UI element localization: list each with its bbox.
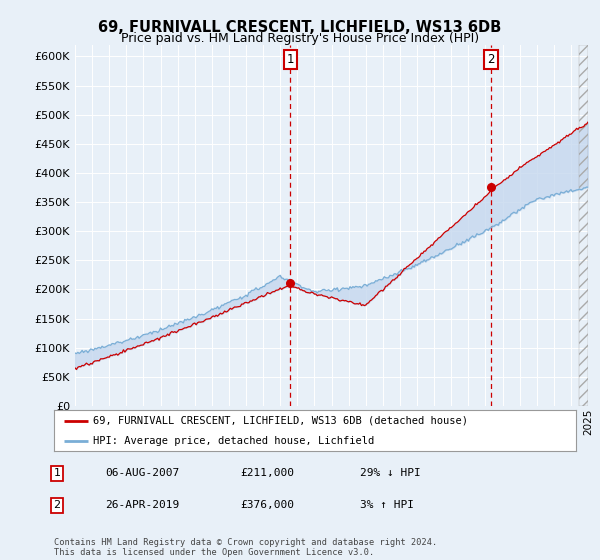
- Text: £376,000: £376,000: [240, 500, 294, 510]
- Text: 2: 2: [53, 500, 61, 510]
- Text: 1: 1: [53, 468, 61, 478]
- Text: HPI: Average price, detached house, Lichfield: HPI: Average price, detached house, Lich…: [93, 436, 374, 446]
- Text: 69, FURNIVALL CRESCENT, LICHFIELD, WS13 6DB (detached house): 69, FURNIVALL CRESCENT, LICHFIELD, WS13 …: [93, 416, 468, 426]
- Text: 3% ↑ HPI: 3% ↑ HPI: [360, 500, 414, 510]
- Text: Contains HM Land Registry data © Crown copyright and database right 2024.
This d: Contains HM Land Registry data © Crown c…: [54, 538, 437, 557]
- Text: £211,000: £211,000: [240, 468, 294, 478]
- Text: 29% ↓ HPI: 29% ↓ HPI: [360, 468, 421, 478]
- Text: Price paid vs. HM Land Registry's House Price Index (HPI): Price paid vs. HM Land Registry's House …: [121, 32, 479, 45]
- Text: 26-APR-2019: 26-APR-2019: [105, 500, 179, 510]
- Text: 2: 2: [487, 53, 494, 66]
- Text: 1: 1: [287, 53, 294, 66]
- Text: 06-AUG-2007: 06-AUG-2007: [105, 468, 179, 478]
- Text: 69, FURNIVALL CRESCENT, LICHFIELD, WS13 6DB: 69, FURNIVALL CRESCENT, LICHFIELD, WS13 …: [98, 20, 502, 35]
